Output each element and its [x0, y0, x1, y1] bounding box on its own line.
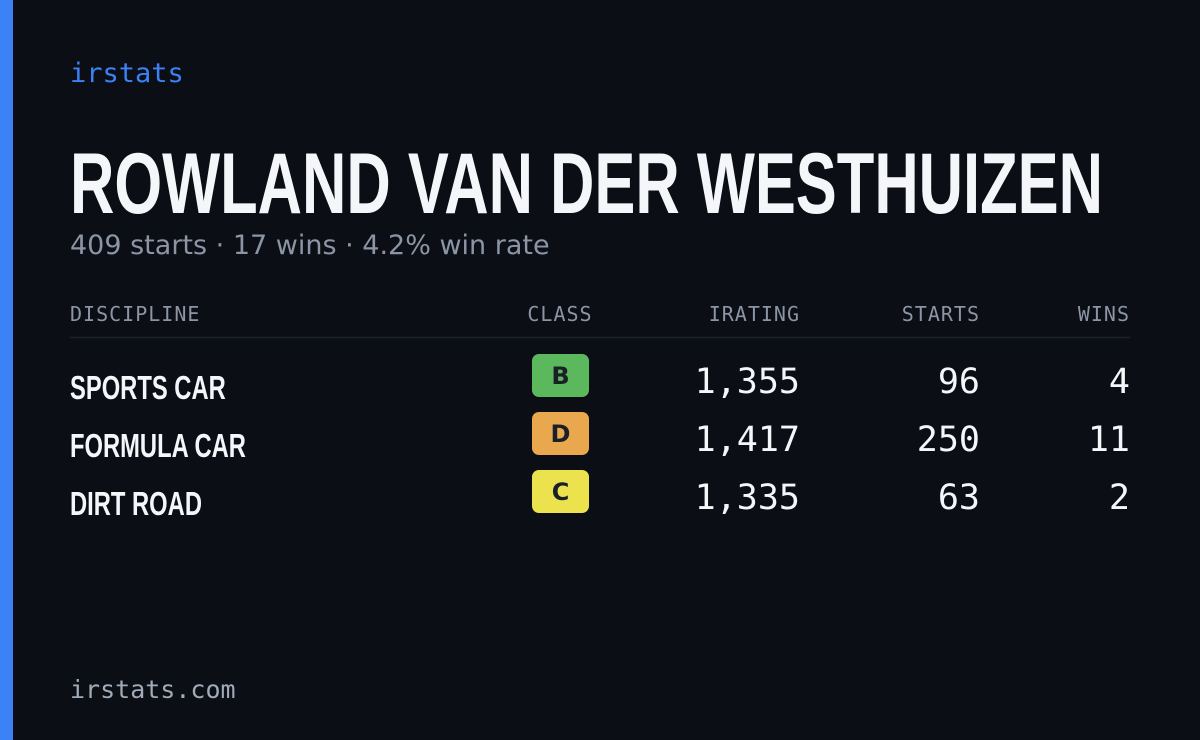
wins-value: 2 — [1109, 478, 1130, 518]
column-header: WINS — [1078, 302, 1130, 326]
class-letter: C — [552, 478, 570, 506]
summary: 409 starts · 17 wins · 4.2% win rate — [70, 230, 550, 261]
class-badge — [532, 412, 589, 455]
discipline-name: DIRT ROAD — [70, 486, 202, 523]
column-header: DISCIPLINE — [70, 302, 200, 326]
discipline-name: SPORTS CAR — [70, 370, 226, 407]
starts-value: 63 — [938, 478, 980, 518]
column-header: CLASS — [527, 302, 592, 326]
class-letter: B — [551, 362, 569, 390]
brand: irstats — [70, 58, 184, 89]
starts-value: 250 — [917, 420, 980, 460]
irating-value: 1,417 — [695, 420, 800, 460]
irating-value: 1,335 — [695, 478, 800, 518]
irating-value: 1,355 — [695, 362, 800, 402]
footer-url: irstats.com — [70, 675, 236, 704]
wins-value: 4 — [1109, 362, 1130, 402]
player-name: ROWLAND VAN DER WESTHUIZEN — [70, 136, 1103, 232]
column-header: STARTS — [902, 302, 980, 326]
class-letter: D — [551, 420, 571, 448]
starts-value: 96 — [938, 362, 980, 402]
class-badge — [532, 354, 589, 397]
column-header: IRATING — [709, 302, 800, 326]
wins-value: 11 — [1088, 420, 1130, 460]
class-badge — [532, 470, 589, 513]
discipline-name: FORMULA CAR — [70, 428, 246, 465]
accent-bar — [0, 0, 13, 740]
